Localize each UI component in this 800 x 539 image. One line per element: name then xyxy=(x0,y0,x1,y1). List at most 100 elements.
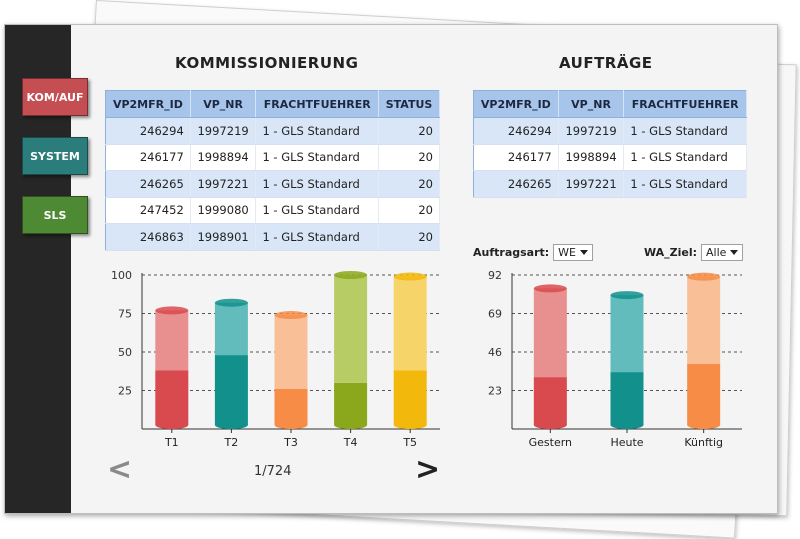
table-cell: 1999080 xyxy=(190,197,257,224)
table-cell: 1997221 xyxy=(190,170,257,198)
chevron-down-icon xyxy=(580,250,588,255)
y-tick-label: 50 xyxy=(118,346,132,359)
table-cell: 20 xyxy=(378,117,440,145)
column-header[interactable]: VP2MFR_ID xyxy=(105,90,191,118)
bar-upper-segment xyxy=(610,295,644,373)
table-cell: 246265 xyxy=(473,170,559,198)
bar-upper-segment xyxy=(155,310,189,371)
bar-lower-segment xyxy=(393,370,427,425)
bar-top xyxy=(334,271,368,279)
column-header[interactable]: FRACHTFUEHRER xyxy=(623,90,747,118)
x-tick-label: T5 xyxy=(402,436,417,449)
column-header[interactable]: VP2MFR_ID xyxy=(473,90,559,118)
table-row[interactable]: 247452 1999080 1 - GLS Standard 20 xyxy=(105,197,440,224)
table-cell: 246863 xyxy=(105,223,191,251)
bar-lower-segment xyxy=(334,382,368,425)
kommissionierung-chart-svg: 25 50 75 100 T1 T2 T3 T4 T5 23 46 69 92 Gestern Heute K… xyxy=(111,269,742,449)
bar-lower-segment xyxy=(214,355,248,425)
y-tick-label: 92 xyxy=(488,269,502,282)
column-header[interactable]: FRACHTFUEHRER xyxy=(255,90,380,118)
table-cell: 20 xyxy=(378,170,440,198)
bar-top xyxy=(687,272,721,281)
wa-ziel-value: Alle xyxy=(706,246,727,259)
bar-lower-segment xyxy=(687,363,721,425)
table-cell: 246177 xyxy=(473,144,559,171)
table-row[interactable]: 246265 1997221 1 - GLS Standard 20 xyxy=(105,170,440,198)
x-tick-label: T1 xyxy=(164,436,179,449)
bar-lower-segment xyxy=(610,372,644,425)
table-cell: 1 - GLS Standard xyxy=(255,223,380,251)
kommissionierung-title: KOMMISSIONIERUNG xyxy=(175,54,359,72)
bar-top xyxy=(155,306,189,315)
wa-ziel-select[interactable]: Alle xyxy=(701,244,744,261)
table-cell: 1 - GLS Standard xyxy=(255,170,380,198)
table-header-row: VP2MFR_ID VP_NR FRACHTFUEHRER STATUS xyxy=(105,90,440,118)
bar-lower-segment xyxy=(533,377,567,425)
table-cell: 1998894 xyxy=(190,144,257,171)
table-cell: 1 - GLS Standard xyxy=(255,144,380,171)
x-tick-label: Heute xyxy=(610,436,643,449)
kom-auf-button[interactable]: KOM/AUF xyxy=(22,78,88,116)
auftragsart-label: Auftragsart: xyxy=(473,246,550,259)
bar-upper-segment xyxy=(334,275,368,383)
table-header-row: VP2MFR_ID VP_NR FRACHTFUEHRER xyxy=(473,90,747,118)
sls-button[interactable]: SLS xyxy=(22,196,88,234)
auftragsart-value: WE xyxy=(558,246,576,259)
table-cell: 1 - GLS Standard xyxy=(255,117,380,145)
bar-top xyxy=(533,284,567,293)
system-button[interactable]: SYSTEM xyxy=(22,137,88,175)
table-cell: 246177 xyxy=(105,144,191,171)
page-indicator: 1/724 xyxy=(254,464,292,479)
table-cell: 1997221 xyxy=(558,170,625,198)
table-row[interactable]: 246294 1997219 1 - GLS Standard 20 xyxy=(105,117,440,145)
table-row[interactable]: 246294 1997219 1 - GLS Standard xyxy=(473,117,747,145)
y-tick-label: 46 xyxy=(488,346,502,359)
x-tick-label: T2 xyxy=(224,436,239,449)
table-cell: 20 xyxy=(378,223,440,251)
column-header[interactable]: VP_NR xyxy=(190,90,257,118)
next-page-button[interactable]: > xyxy=(415,452,441,487)
table-row[interactable]: 246265 1997221 1 - GLS Standard xyxy=(473,170,747,198)
kommissionierung-chart: 25 50 75 100 T1 T2 T3 T4 T5 23 46 69 92 Gestern Heute K… xyxy=(5,25,777,513)
bar-upper-segment xyxy=(533,288,567,378)
wa-ziel-label: WA_Ziel: xyxy=(644,246,698,259)
auftragsart-select[interactable]: WE xyxy=(553,244,593,261)
table-row[interactable]: 246177 1998894 1 - GLS Standard 20 xyxy=(105,144,440,171)
wa-ziel-filter: WA_Ziel: Alle xyxy=(644,244,744,261)
auftragsart-filter: Auftragsart: WE xyxy=(473,244,593,261)
bar-upper-segment xyxy=(274,315,308,389)
dashboard-panel: KOM/AUF SYSTEM SLS KOMMISSIONIERUNG AUFT… xyxy=(4,24,778,514)
table-cell: 1 - GLS Standard xyxy=(623,117,747,145)
bar-top xyxy=(610,291,644,300)
y-tick-label: 69 xyxy=(488,308,502,321)
x-tick-label: T3 xyxy=(283,436,298,449)
bar-upper-segment xyxy=(393,276,427,371)
bar-upper-segment xyxy=(687,276,721,364)
table-cell: 246265 xyxy=(105,170,191,198)
y-tick-label: 25 xyxy=(118,385,132,398)
chevron-down-icon xyxy=(730,250,739,255)
y-tick-label: 75 xyxy=(118,308,132,321)
x-tick-label: Gestern xyxy=(529,436,572,449)
table-cell: 1 - GLS Standard xyxy=(623,170,747,198)
table-cell: 1 - GLS Standard xyxy=(255,197,380,224)
bar-top xyxy=(214,298,248,307)
table-cell: 246294 xyxy=(473,117,559,145)
table-row[interactable]: 246177 1998894 1 - GLS Standard xyxy=(473,144,747,171)
bar-top xyxy=(274,311,308,320)
table-cell: 246294 xyxy=(105,117,191,145)
column-header[interactable]: VP_NR xyxy=(558,90,625,118)
auftraege-table: VP2MFR_ID VP_NR FRACHTFUEHRER 246294 199… xyxy=(473,90,747,198)
table-cell: 1997219 xyxy=(558,117,625,145)
table-cell: 1998894 xyxy=(558,144,625,171)
bar-lower-segment xyxy=(274,388,308,425)
table-cell: 1 - GLS Standard xyxy=(623,144,747,171)
table-cell: 20 xyxy=(378,197,440,224)
y-tick-label: 23 xyxy=(488,385,502,398)
table-row[interactable]: 246863 1998901 1 - GLS Standard 20 xyxy=(105,223,440,251)
column-header[interactable]: STATUS xyxy=(378,90,440,118)
x-tick-label: T4 xyxy=(343,436,358,449)
table-cell: 1998901 xyxy=(190,223,257,251)
previous-page-button[interactable]: < xyxy=(107,452,133,487)
table-cell: 247452 xyxy=(105,197,191,224)
